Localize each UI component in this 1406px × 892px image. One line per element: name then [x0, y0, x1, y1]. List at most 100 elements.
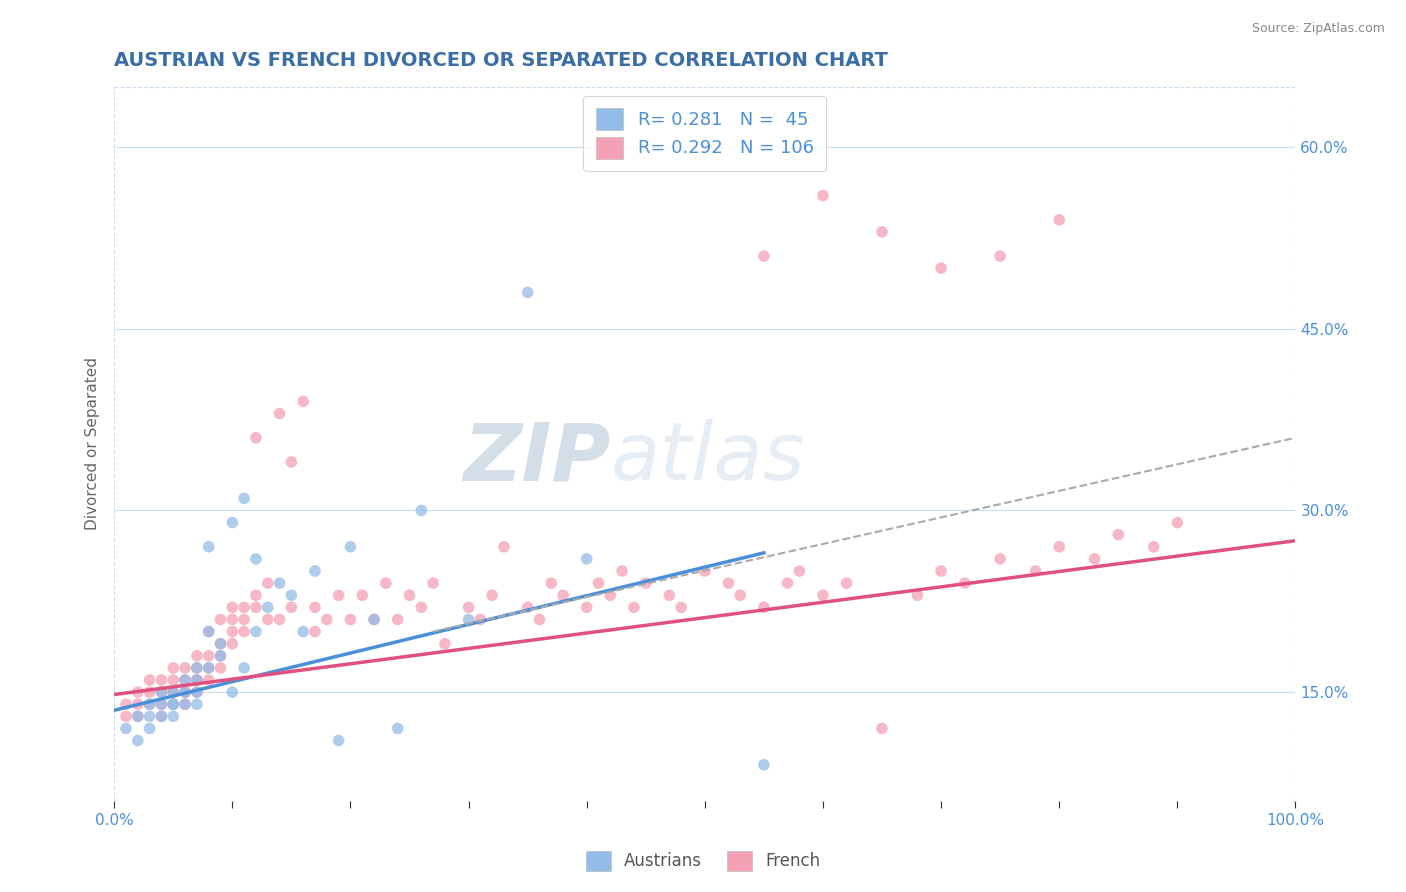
- Point: [1047, 212, 1070, 227]
- Point: [197, 624, 219, 639]
- Point: [516, 285, 538, 300]
- Point: [162, 685, 184, 699]
- Point: [907, 588, 929, 602]
- Point: [127, 698, 149, 712]
- Point: [186, 673, 208, 687]
- Point: [374, 576, 396, 591]
- Point: [209, 637, 232, 651]
- Point: [292, 624, 315, 639]
- Point: [245, 588, 267, 602]
- Point: [988, 249, 1011, 263]
- Point: [929, 564, 952, 578]
- Point: [269, 612, 291, 626]
- Point: [221, 624, 243, 639]
- Point: [197, 661, 219, 675]
- Point: [174, 673, 197, 687]
- Point: [174, 685, 197, 699]
- Point: [411, 503, 433, 517]
- Point: [138, 698, 160, 712]
- Point: [233, 661, 256, 675]
- Point: [127, 733, 149, 747]
- Point: [575, 552, 598, 566]
- Point: [162, 698, 184, 712]
- Point: [623, 600, 645, 615]
- Point: [811, 588, 834, 602]
- Point: [174, 685, 197, 699]
- Point: [929, 261, 952, 276]
- Point: [221, 516, 243, 530]
- Point: [304, 564, 326, 578]
- Point: [752, 757, 775, 772]
- Point: [221, 612, 243, 626]
- Point: [304, 600, 326, 615]
- Point: [988, 552, 1011, 566]
- Text: Source: ZipAtlas.com: Source: ZipAtlas.com: [1251, 22, 1385, 36]
- Point: [315, 612, 337, 626]
- Text: ZIP: ZIP: [463, 419, 610, 497]
- Point: [174, 673, 197, 687]
- Point: [540, 576, 562, 591]
- Point: [669, 600, 692, 615]
- Point: [870, 722, 893, 736]
- Point: [280, 455, 302, 469]
- Point: [245, 431, 267, 445]
- Point: [209, 612, 232, 626]
- Point: [269, 407, 291, 421]
- Point: [1025, 564, 1047, 578]
- Point: [162, 709, 184, 723]
- Point: [162, 685, 184, 699]
- Point: [363, 612, 385, 626]
- Point: [292, 394, 315, 409]
- Point: [138, 709, 160, 723]
- Point: [186, 685, 208, 699]
- Point: [457, 600, 479, 615]
- Point: [150, 709, 173, 723]
- Point: [150, 673, 173, 687]
- Point: [1084, 552, 1107, 566]
- Point: [433, 637, 456, 651]
- Point: [197, 540, 219, 554]
- Point: [162, 673, 184, 687]
- Point: [233, 612, 256, 626]
- Point: [197, 648, 219, 663]
- Legend: R= 0.281   N =  45, R= 0.292   N = 106: R= 0.281 N = 45, R= 0.292 N = 106: [583, 95, 827, 171]
- Point: [1047, 540, 1070, 554]
- Point: [575, 600, 598, 615]
- Point: [835, 576, 858, 591]
- Point: [610, 564, 633, 578]
- Point: [752, 600, 775, 615]
- Point: [162, 698, 184, 712]
- Point: [186, 673, 208, 687]
- Point: [197, 624, 219, 639]
- Point: [138, 673, 160, 687]
- Point: [256, 612, 278, 626]
- Point: [127, 685, 149, 699]
- Point: [328, 588, 350, 602]
- Point: [233, 624, 256, 639]
- Point: [115, 722, 138, 736]
- Point: [245, 624, 267, 639]
- Point: [411, 600, 433, 615]
- Point: [256, 600, 278, 615]
- Point: [387, 612, 409, 626]
- Point: [634, 576, 657, 591]
- Point: [387, 722, 409, 736]
- Y-axis label: Divorced or Separated: Divorced or Separated: [86, 358, 100, 531]
- Point: [245, 600, 267, 615]
- Point: [256, 576, 278, 591]
- Point: [186, 648, 208, 663]
- Point: [209, 637, 232, 651]
- Point: [150, 685, 173, 699]
- Point: [1166, 516, 1188, 530]
- Point: [150, 698, 173, 712]
- Point: [221, 600, 243, 615]
- Point: [174, 698, 197, 712]
- Point: [870, 225, 893, 239]
- Point: [1143, 540, 1166, 554]
- Point: [138, 722, 160, 736]
- Point: [588, 576, 610, 591]
- Text: AUSTRIAN VS FRENCH DIVORCED OR SEPARATED CORRELATION CHART: AUSTRIAN VS FRENCH DIVORCED OR SEPARATED…: [114, 51, 889, 70]
- Point: [186, 698, 208, 712]
- Point: [115, 709, 138, 723]
- Point: [162, 661, 184, 675]
